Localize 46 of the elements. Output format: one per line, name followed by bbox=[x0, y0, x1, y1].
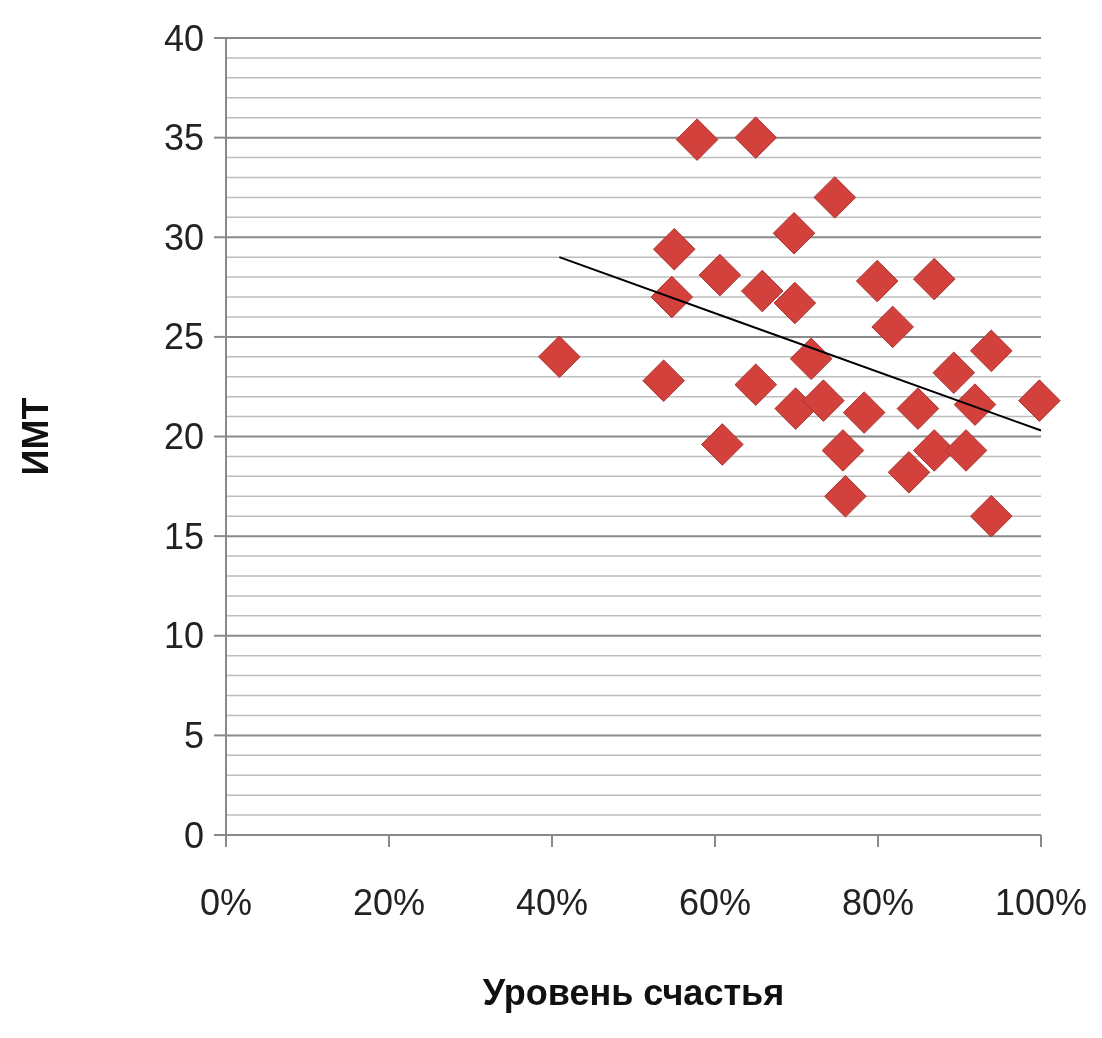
point bbox=[675, 118, 719, 161]
point bbox=[887, 451, 931, 494]
x-tick-label: 100% bbox=[994, 882, 1088, 923]
point bbox=[734, 116, 778, 159]
point bbox=[953, 383, 997, 426]
x-axis-title: Уровень счастья bbox=[482, 972, 785, 1013]
point bbox=[932, 351, 976, 395]
point bbox=[741, 269, 784, 313]
point bbox=[871, 305, 914, 349]
x-tick-label: 40% bbox=[515, 882, 589, 923]
y-tick-label: 10 bbox=[163, 615, 204, 657]
point bbox=[789, 337, 833, 381]
point bbox=[642, 359, 685, 402]
point bbox=[855, 259, 899, 303]
point bbox=[896, 387, 940, 430]
point bbox=[773, 281, 817, 325]
x-tick-label: 60% bbox=[678, 882, 752, 923]
y-tick-label: 0 bbox=[183, 814, 204, 856]
point bbox=[650, 275, 694, 319]
x-tick-label: 20% bbox=[352, 882, 426, 923]
point bbox=[772, 211, 816, 255]
y-tick-label: 40 bbox=[163, 17, 204, 59]
point bbox=[734, 363, 778, 406]
point bbox=[842, 391, 886, 434]
point bbox=[912, 257, 956, 301]
point bbox=[821, 429, 865, 472]
y-tick-label: 5 bbox=[183, 714, 204, 756]
y-tick-label: 15 bbox=[163, 515, 204, 557]
y-tick-label: 30 bbox=[163, 216, 204, 258]
y-axis-title: ИМТ bbox=[15, 397, 56, 476]
y-tick-label: 20 bbox=[163, 416, 204, 458]
point bbox=[824, 475, 867, 518]
point bbox=[970, 494, 1013, 538]
point bbox=[813, 176, 857, 219]
point bbox=[1018, 379, 1061, 422]
point bbox=[652, 227, 696, 271]
point bbox=[698, 253, 742, 297]
point bbox=[970, 329, 1013, 373]
point bbox=[802, 379, 845, 422]
point bbox=[538, 335, 581, 379]
x-tick-label: 0% bbox=[199, 882, 253, 923]
point bbox=[944, 429, 988, 472]
x-tick-label: 80% bbox=[841, 882, 915, 923]
y-tick-label: 35 bbox=[163, 117, 204, 159]
y-tick-label: 25 bbox=[163, 316, 204, 358]
point bbox=[701, 423, 744, 466]
